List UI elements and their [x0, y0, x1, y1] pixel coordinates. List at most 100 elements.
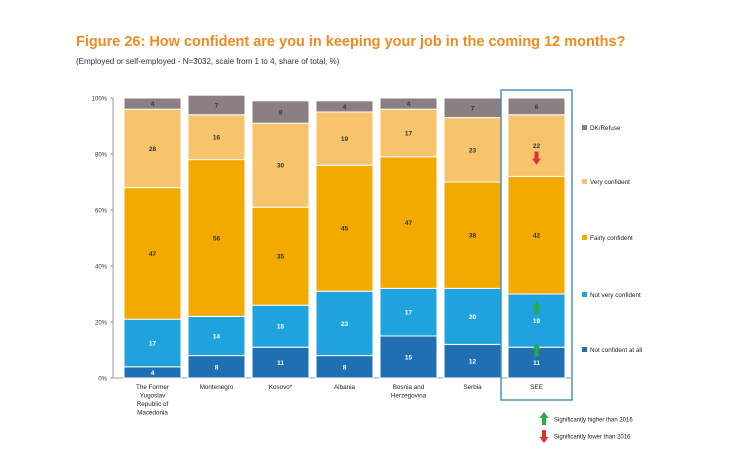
- data-label: 4: [151, 101, 155, 108]
- data-label: 15: [405, 355, 413, 362]
- significance-legend-icon-shape: [539, 412, 549, 425]
- significance-arrow-icon-shape: [532, 343, 541, 357]
- legend-label: DK/Refuse: [590, 125, 621, 132]
- data-label: 38: [469, 233, 477, 240]
- legend-swatch: [582, 235, 587, 240]
- legend-swatch: [582, 125, 587, 130]
- bar-segment: [379, 108, 438, 158]
- data-label: 7: [215, 103, 219, 110]
- data-label: 14: [213, 334, 221, 341]
- data-label: 17: [405, 131, 413, 138]
- data-label: 28: [149, 146, 157, 153]
- data-label: 56: [213, 236, 221, 243]
- y-tick-label: 20%: [95, 321, 108, 327]
- data-label: 8: [215, 364, 219, 371]
- x-tick-label: Montenegro: [200, 384, 234, 391]
- bar-segment: [123, 108, 182, 189]
- legend-label: Not very confident: [590, 292, 641, 299]
- legend-label: Fairly confident: [590, 235, 633, 242]
- bar-segment: [379, 335, 438, 379]
- significance-arrow-icon: [532, 301, 541, 315]
- bar-segment: [123, 318, 182, 368]
- significance-arrow-icon: [532, 151, 541, 165]
- bar-segment: [507, 175, 566, 295]
- data-label: 23: [341, 321, 349, 328]
- data-label: 7: [471, 105, 475, 112]
- data-label: 35: [277, 254, 285, 261]
- bar-segment: [251, 304, 310, 348]
- x-tick-label: Kosovo*: [269, 384, 293, 391]
- bar-segment: [315, 100, 374, 113]
- data-label: 6: [535, 104, 539, 111]
- significance-legend-icon: [539, 430, 549, 443]
- data-label: 30: [277, 163, 285, 170]
- bar-segment: [123, 187, 182, 320]
- significance-arrow-icon: [532, 343, 541, 357]
- bar-segment: [443, 343, 502, 379]
- legend-label: Not confident at all: [590, 347, 642, 354]
- significance-legend-icon: [539, 412, 549, 425]
- y-tick-label: 60%: [95, 209, 108, 215]
- x-tick-label: Herzegovina: [391, 393, 427, 400]
- highlight-box: [500, 89, 573, 401]
- data-label: 16: [213, 135, 221, 142]
- significance-legend-icon-shape: [539, 430, 549, 443]
- bar-segment: [443, 181, 502, 289]
- data-label: 47: [405, 220, 413, 227]
- figure-subtitle: (Employed or self-employed - N=3032, sca…: [76, 57, 340, 66]
- x-tick-label: Bosnia and: [393, 384, 425, 391]
- significance-legend-label: Significantly lower than 2016: [554, 435, 631, 441]
- bar-segment: [315, 111, 374, 166]
- data-label: 12: [469, 359, 477, 366]
- data-label: 47: [149, 251, 157, 258]
- x-tick-label: Republic of: [137, 401, 169, 408]
- significance-legend-label: Significantly higher than 2016: [554, 418, 633, 424]
- bar-segment: [251, 346, 310, 379]
- significance-arrow-icon-shape: [532, 151, 541, 165]
- bar-segment: [187, 114, 246, 161]
- x-tick-label: Macedonia: [137, 410, 168, 417]
- bar-segment: [251, 100, 310, 124]
- bar-segment: [187, 159, 246, 317]
- data-label: 11: [533, 360, 540, 367]
- bar-segment: [187, 315, 246, 357]
- data-label: 20: [469, 314, 477, 321]
- bar-segment: [187, 94, 246, 116]
- data-label: 17: [405, 310, 413, 317]
- bar-segment: [251, 206, 310, 306]
- legend-swatch: [582, 292, 587, 297]
- bar-segment: [379, 287, 438, 337]
- data-label: 22: [533, 143, 541, 150]
- data-label: 8: [343, 364, 347, 371]
- x-tick-label: SEE: [530, 384, 543, 391]
- legend-swatch: [582, 347, 587, 352]
- legend-label: Very confident: [590, 179, 630, 186]
- y-tick-label: 100%: [92, 97, 108, 103]
- x-tick-label: The Former: [136, 384, 169, 391]
- data-label: 4: [407, 101, 411, 108]
- y-tick-label: 40%: [95, 265, 108, 271]
- bar-segment: [251, 122, 310, 208]
- data-label: 45: [341, 226, 349, 233]
- y-tick-label: 80%: [95, 153, 108, 159]
- data-label: 15: [277, 324, 285, 331]
- data-label: 23: [469, 147, 477, 154]
- data-label: 8: [279, 110, 283, 117]
- bar-segment: [443, 287, 502, 345]
- bar-segment: [507, 97, 566, 116]
- data-label: 19: [533, 318, 541, 325]
- bar-segment: [379, 97, 438, 110]
- data-label: 19: [341, 136, 349, 143]
- data-label: 17: [149, 341, 157, 348]
- y-tick-label: 0%: [98, 377, 107, 383]
- bar-segment: [123, 97, 182, 110]
- legend-swatch: [582, 179, 587, 184]
- x-tick-label: Yugoslav: [140, 393, 166, 400]
- data-label: 4: [151, 370, 155, 377]
- x-tick-label: Serbia: [463, 384, 482, 391]
- figure-title: Figure 26: How confident are you in keep…: [76, 34, 626, 50]
- data-label: 42: [533, 233, 541, 240]
- bar-segment: [379, 156, 438, 289]
- significance-arrow-icon-shape: [532, 301, 541, 315]
